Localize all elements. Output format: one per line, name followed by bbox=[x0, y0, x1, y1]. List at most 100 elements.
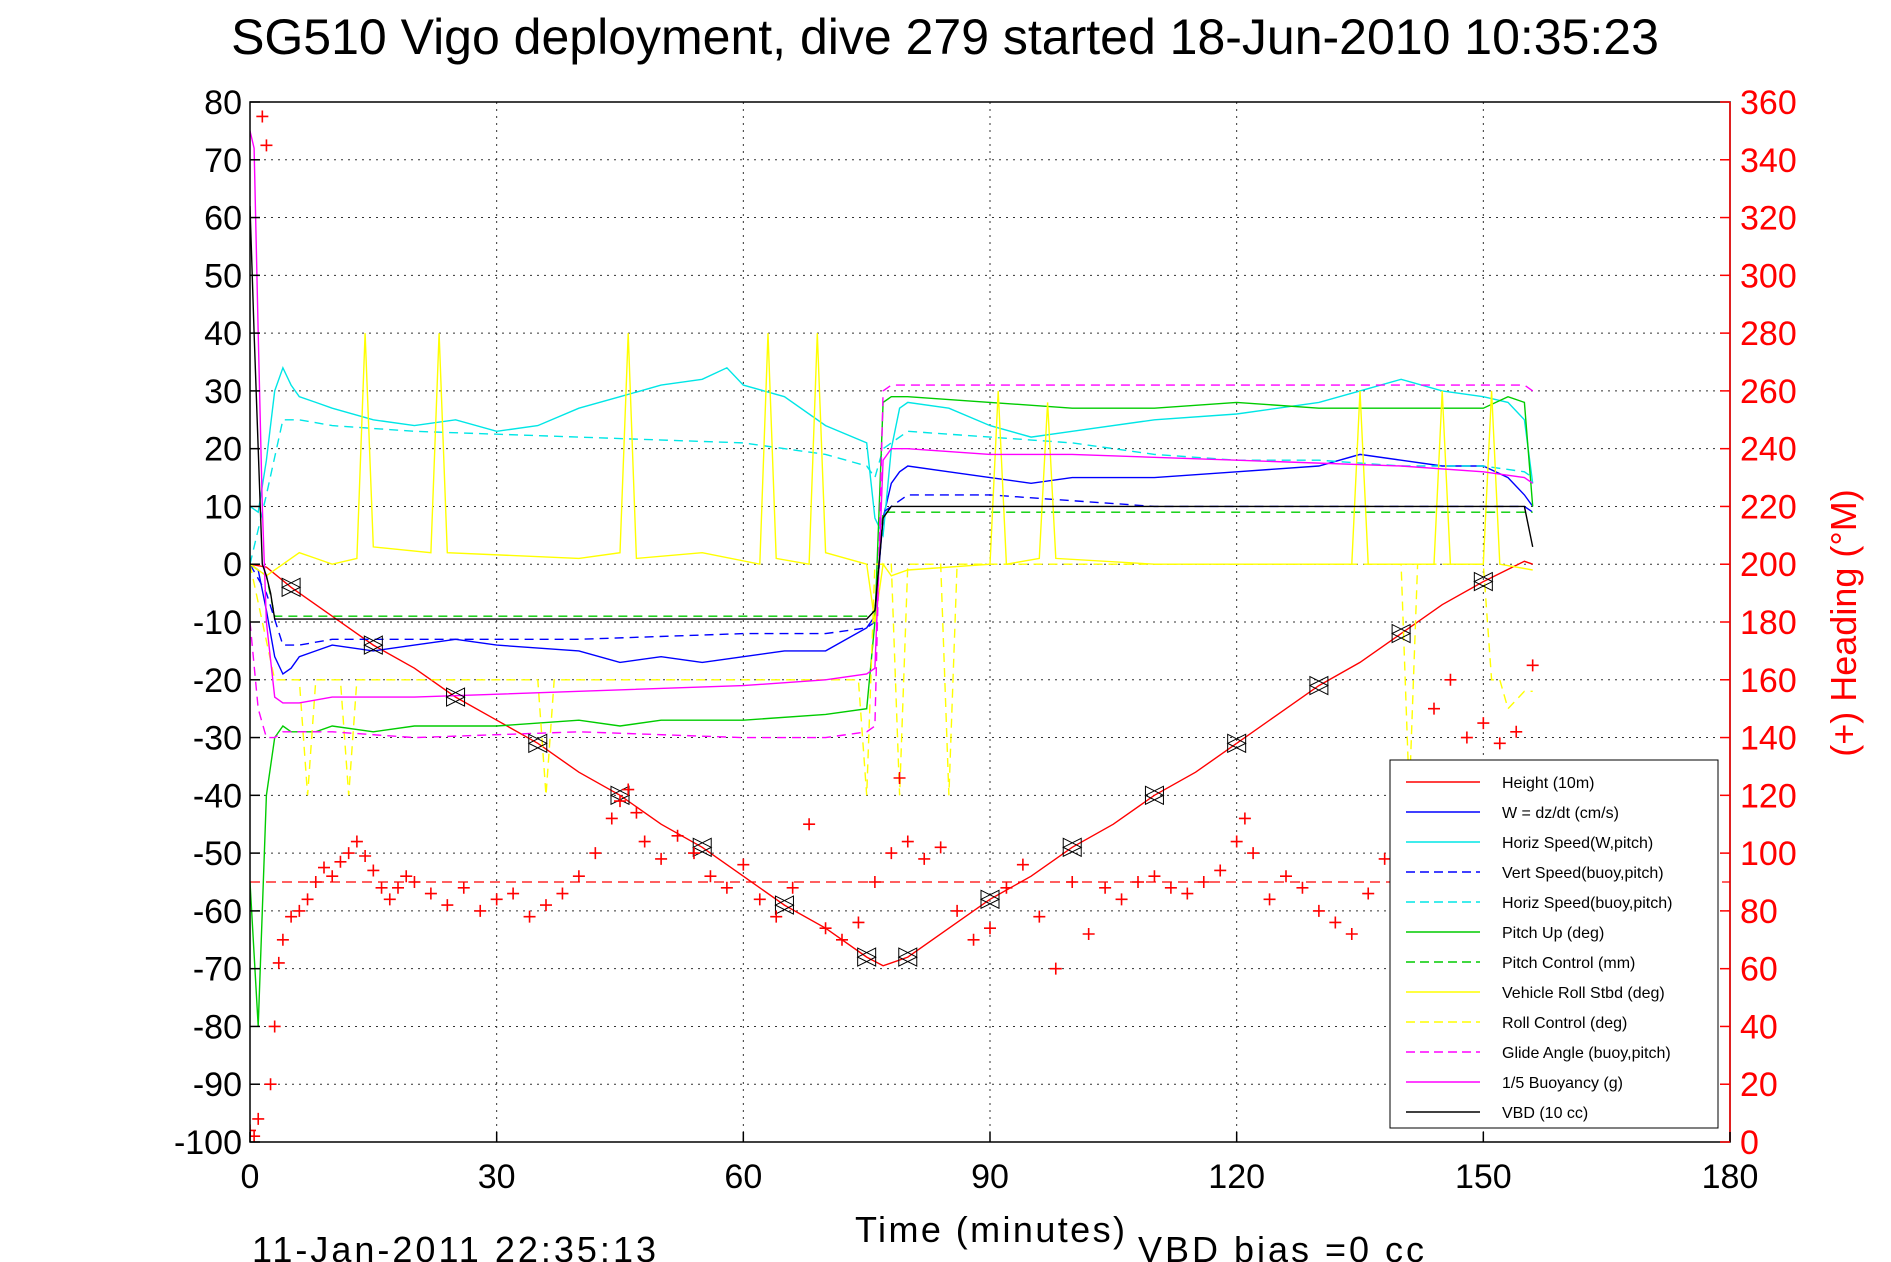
vbd-bias-note: VBD bias =0 cc bbox=[1138, 1229, 1424, 1262]
legend-label: Vert Speed(buoy,pitch) bbox=[1502, 865, 1664, 882]
heading-point bbox=[540, 899, 552, 912]
heading-point bbox=[441, 899, 454, 912]
x-tick-label: 120 bbox=[1208, 1158, 1265, 1196]
heading-point bbox=[556, 887, 569, 900]
heading-point bbox=[967, 933, 980, 946]
heading-point bbox=[1477, 717, 1490, 730]
height-marker bbox=[774, 895, 795, 915]
legend-label: 1/5 Buoyancy (g) bbox=[1502, 1075, 1623, 1092]
y-right-tick-label: 360 bbox=[1740, 84, 1797, 122]
y-left-tick-label: -20 bbox=[193, 662, 242, 700]
heading-point bbox=[984, 922, 996, 935]
heading-point bbox=[868, 876, 881, 888]
heading-point bbox=[622, 783, 635, 796]
y-axis-left-ticks: 80 70 60 50 40 30 20 10 0 -10 -20 -30 -40 -50 -60 -70 -8… bbox=[174, 84, 260, 1162]
x-tick-label: 150 bbox=[1455, 1158, 1512, 1196]
heading-point bbox=[334, 855, 347, 868]
y-left-tick-label: 80 bbox=[204, 84, 242, 122]
heading-point bbox=[1016, 858, 1029, 871]
y-right-tick-label: 300 bbox=[1740, 257, 1797, 295]
y-right-tick-label: 280 bbox=[1740, 315, 1797, 353]
heading-point bbox=[383, 893, 396, 906]
heading-point bbox=[252, 1112, 265, 1125]
y-left-tick-label: 70 bbox=[204, 142, 242, 180]
heading-point bbox=[260, 139, 273, 152]
y-left-tick-label: -80 bbox=[193, 1008, 242, 1046]
height-marker bbox=[445, 687, 466, 707]
height-marker bbox=[979, 889, 1001, 910]
heading-markers bbox=[250, 110, 1539, 1142]
x-axis-label: Time (minutes) bbox=[855, 1209, 1125, 1250]
heading-point bbox=[786, 881, 799, 894]
heading-point bbox=[688, 847, 700, 860]
heading-point bbox=[276, 933, 289, 946]
series-line-glide-angle-buoy-pitch bbox=[250, 384, 1534, 739]
heading-point bbox=[285, 910, 298, 923]
heading-point bbox=[638, 835, 651, 848]
height-marker bbox=[897, 947, 918, 967]
heading-point bbox=[1460, 731, 1473, 744]
legend-label: Horiz Speed(buoy,pitch) bbox=[1502, 895, 1672, 912]
heading-point bbox=[301, 893, 314, 906]
heading-point bbox=[326, 870, 339, 883]
height-marker bbox=[1473, 571, 1494, 592]
heading-point bbox=[1066, 876, 1079, 888]
series-line-pitch-up-deg bbox=[250, 395, 1534, 1027]
heading-point bbox=[400, 870, 413, 883]
height-marker bbox=[1062, 837, 1083, 858]
heading-point bbox=[1263, 893, 1276, 906]
heading-point bbox=[1510, 725, 1523, 738]
heading-point bbox=[1329, 916, 1342, 929]
heading-point bbox=[589, 847, 602, 860]
height-marker bbox=[363, 635, 384, 655]
legend-label: VBD (10 cc) bbox=[1502, 1105, 1588, 1122]
heading-point bbox=[885, 847, 898, 860]
chart-title: SG510 Vigo deployment, dive 279 started … bbox=[231, 9, 1659, 65]
heading-point bbox=[367, 864, 380, 877]
heading-point bbox=[293, 904, 306, 917]
heading-point bbox=[1082, 928, 1095, 940]
heading-point bbox=[704, 870, 717, 883]
y-left-tick-label: -10 bbox=[193, 604, 242, 642]
x-axis-ticks: 0 30 60 90 120 150 180 bbox=[241, 1132, 1758, 1196]
y-right-tick-label: 120 bbox=[1740, 777, 1797, 815]
legend-label: Pitch Up (deg) bbox=[1502, 925, 1604, 942]
x-tick-label: 90 bbox=[971, 1158, 1009, 1196]
height-marker bbox=[527, 733, 548, 754]
heading-point bbox=[1312, 904, 1325, 917]
heading-point bbox=[1214, 864, 1227, 877]
heading-point bbox=[614, 795, 626, 808]
series-line-pitch-control-mm bbox=[250, 511, 1533, 617]
heading-point bbox=[1280, 870, 1292, 883]
heading-point bbox=[819, 922, 832, 935]
heading-point bbox=[490, 893, 503, 906]
y-axis-right-ticks: 3603403203002802602402202001801601401201… bbox=[1720, 84, 1797, 1162]
y-right-tick-label: 60 bbox=[1740, 951, 1778, 989]
series-line-vbd-10-cc bbox=[250, 205, 1534, 620]
y-left-tick-label: -50 bbox=[193, 835, 242, 873]
y-left-tick-label: 30 bbox=[204, 373, 242, 411]
heading-point bbox=[1049, 962, 1062, 975]
series-line-horiz-speed-buoy-pitch bbox=[250, 419, 1534, 565]
y-left-tick-label: -40 bbox=[193, 777, 242, 815]
heading-point bbox=[1247, 847, 1260, 860]
series-line-w-dz-dt-cm-s bbox=[250, 453, 1534, 676]
heading-point bbox=[836, 933, 848, 946]
y-left-tick-label: -100 bbox=[174, 1124, 242, 1162]
heading-point bbox=[1148, 870, 1161, 883]
y-left-tick-label: -70 bbox=[193, 951, 242, 989]
heading-point bbox=[737, 858, 750, 871]
legend-label: Pitch Control (mm) bbox=[1502, 955, 1635, 972]
x-tick-label: 60 bbox=[724, 1158, 762, 1196]
heading-point bbox=[655, 852, 668, 865]
legend-label: W = dz/dt (cm/s) bbox=[1502, 805, 1619, 822]
y-left-tick-label: -30 bbox=[193, 720, 242, 758]
y-left-tick-label: 40 bbox=[204, 315, 242, 353]
legend-label: Horiz Speed(W,pitch) bbox=[1502, 835, 1653, 852]
heading-point bbox=[256, 110, 269, 123]
y-left-tick-label: 10 bbox=[204, 488, 242, 526]
heading-point bbox=[318, 861, 330, 874]
heading-point bbox=[1181, 887, 1194, 900]
heading-point bbox=[901, 835, 914, 848]
